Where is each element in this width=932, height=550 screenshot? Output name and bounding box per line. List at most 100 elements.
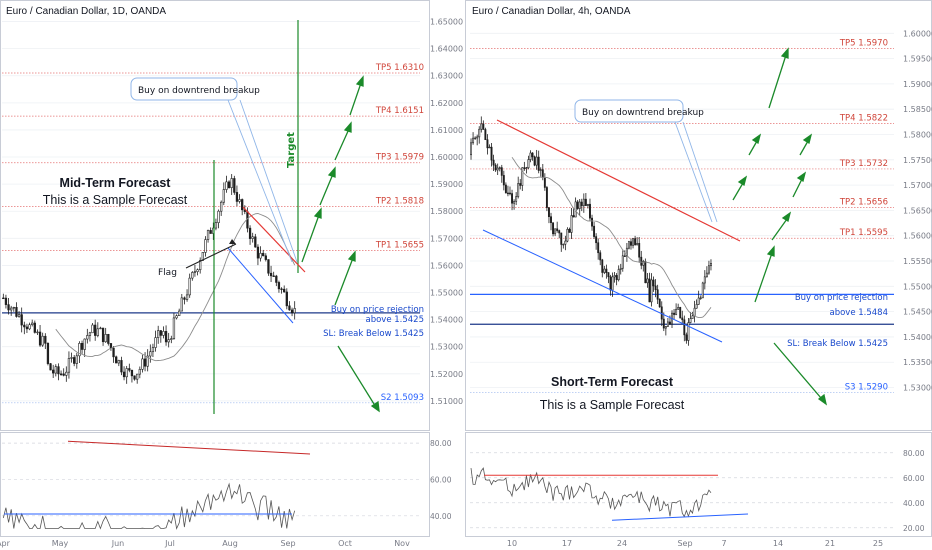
right-candle-body [599,252,602,261]
left-grid [2,21,420,402]
left-candle-body [262,252,265,257]
left-candle-body [25,326,29,330]
left-candle-body [154,337,157,348]
right-candle-body [500,167,503,176]
left-callout-box [130,77,238,101]
right-downtrend-line [496,119,741,242]
right-candle-body [613,275,616,278]
right-price-tick: 1.56000 [903,232,932,241]
left-candle-body [99,327,102,330]
right-candle-body [595,236,598,244]
left-tp5-label: TP5 1.6310 [375,63,424,73]
right-candle-body [572,215,575,218]
left-oscillator-resistance [67,440,311,455]
right-time-tick: 25 [873,539,883,548]
left-candle-body [109,343,113,349]
right-indicator-frame [465,432,932,537]
left-candle-body [170,338,173,340]
right-arrow-up-3 [792,171,807,198]
left-candle-body [149,351,152,357]
right-candle-body [474,137,477,140]
left-candle-body [251,236,254,239]
left-forecast-arrows [301,75,380,413]
left-candle-body [62,373,65,376]
right-candle-body [632,238,634,246]
left-candle-body [120,360,123,373]
right-target-levels [470,48,894,393]
left-candle-body [133,375,136,380]
left-time-tick: Nov [394,539,410,548]
left-candle-body [117,360,120,364]
right-candle-body [683,319,686,336]
right-candle-body [531,152,534,158]
left-candle-body [96,328,99,336]
right-candle-body [529,152,532,160]
left-arrow-up-1 [301,207,322,263]
left-candle-body [180,297,183,312]
left-candle-body [31,322,34,326]
right-arrow-up-1 [754,245,775,303]
right-tp1-label: TP1 1.5595 [839,228,888,238]
right-tp4-label: TP4 1.5822 [839,113,888,123]
right-candle-body [484,129,487,141]
left-price-tick: 1.61000 [430,126,463,135]
left-candle-body [175,315,178,319]
right-time-tick: 14 [773,539,783,548]
right-time-tick: 21 [825,539,835,548]
right-candle-body [482,123,485,130]
left-candle-body [285,291,288,307]
right-time-tick: 10 [507,539,517,548]
right-candle-body [669,321,671,325]
right-price-tick: 1.58500 [903,105,932,114]
right-arrow-up-4 [799,133,813,156]
left-candle-body [12,307,15,309]
right-candle-body [646,278,649,284]
right-candle-body [498,167,501,169]
left-candle-body [28,324,31,330]
right-candle-body [691,315,694,319]
right-candle-body [586,203,589,206]
left-callout-text: Buy on downtrend breakup [138,86,260,96]
left-price-tick: 1.53000 [430,343,463,352]
right-candle-body [574,201,577,218]
right-price-tick: 1.59000 [903,80,932,89]
right-candle-body [673,312,676,315]
left-candle-body [78,343,81,357]
right-price-tick: 1.57500 [903,156,932,165]
left-price-tick: 1.64000 [430,45,463,54]
right-candle-body [695,304,698,309]
right-candle-body [560,232,563,245]
left-chart-title: Euro / Canadian Dollar, 1D, OANDA [6,6,166,17]
right-candle-body [654,285,657,291]
right-tp3-label: TP3 1.5732 [839,159,888,169]
left-candle-body [52,369,55,374]
left-candle-body [178,310,181,316]
right-arrow-up-5 [732,175,748,201]
right-buy-text-2: above 1.5484 [829,308,888,318]
left-candle-body [233,178,236,193]
left-candle-body [65,371,68,376]
right-candle-body [470,142,472,156]
right-candle-body [541,169,544,178]
left-price-tick: 1.55000 [430,289,463,298]
right-candle-body [603,268,606,273]
left-candle-body [67,358,71,373]
left-candle-body [136,373,139,380]
left-candle-body [264,255,267,260]
right-time-axis: 10 17 24 Sep 7 14 21 25 [507,539,883,548]
left-candle-body [193,271,197,273]
right-price-tick: 1.57000 [903,181,932,190]
right-candle-body [617,269,620,281]
right-callout-text: Buy on downtrend breakup [582,108,704,118]
left-tp3-label: TP3 1.5979 [375,153,424,163]
left-time-tick: Jul [164,539,175,548]
right-candle-body [472,137,475,144]
left-heading: Mid-Term Forecast [60,176,172,190]
left-price-tick: 1.65000 [430,18,463,27]
right-candle-body [478,128,481,138]
right-candle-body [666,321,669,327]
left-time-axis: Apr May Jun Jul Aug Sep Oct Nov [0,539,410,548]
right-candle-body [660,306,663,320]
right-candle-body [707,265,710,274]
left-candle-body [185,294,189,300]
